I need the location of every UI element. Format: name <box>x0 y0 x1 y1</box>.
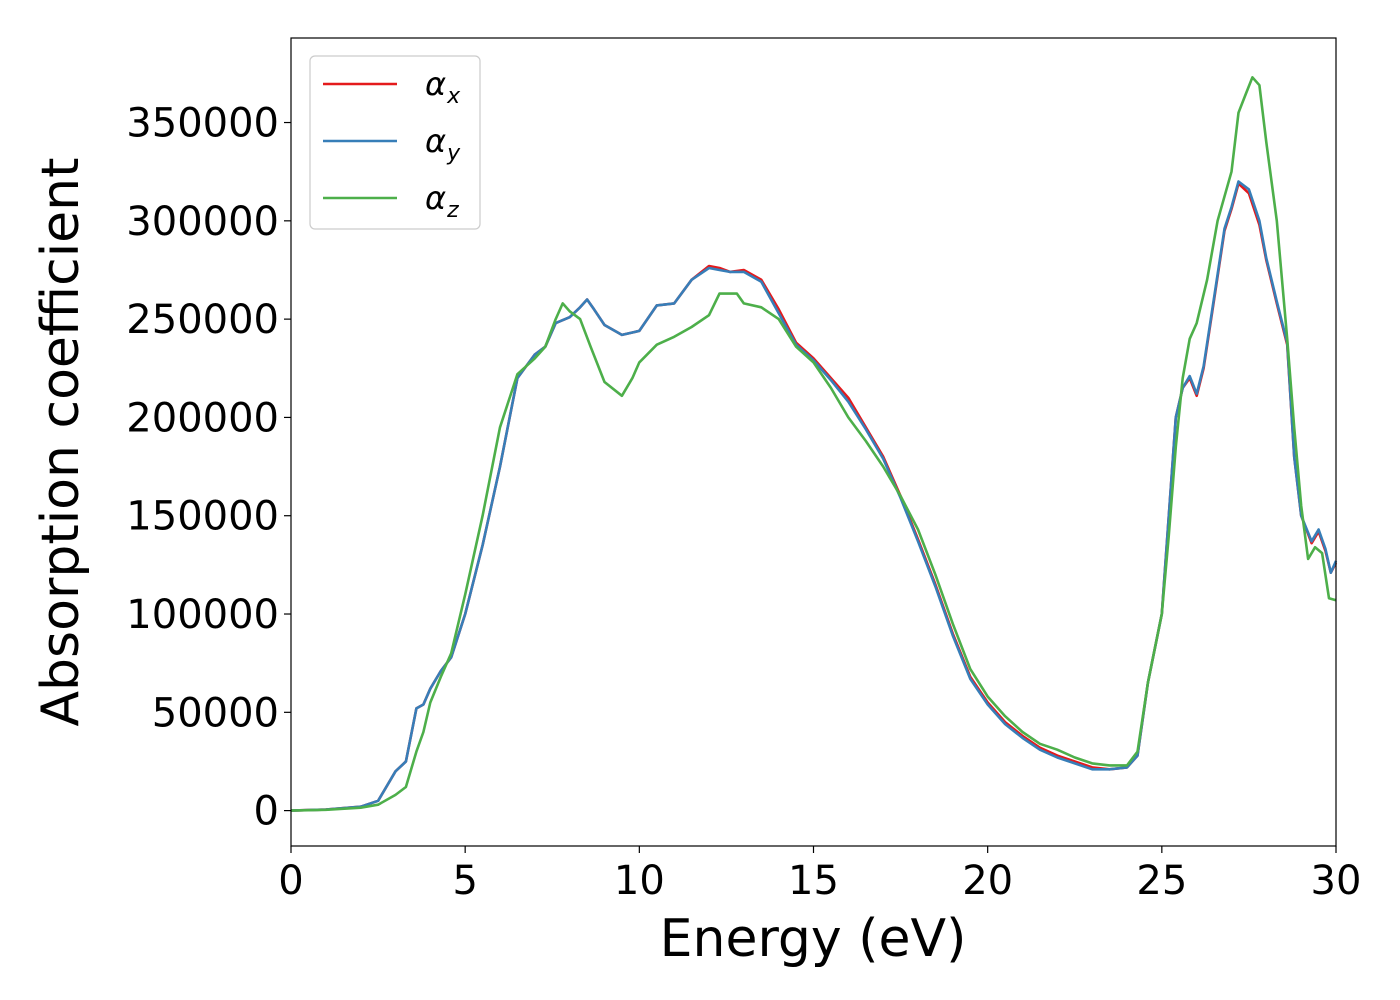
y-tick-label: 200000 <box>126 395 279 441</box>
x-tick-label: 20 <box>962 858 1013 904</box>
y-tick-label: 300000 <box>126 199 279 245</box>
x-tick-label: 0 <box>278 858 303 904</box>
series-layer <box>290 76 1338 812</box>
x-tick-label: 5 <box>452 858 477 904</box>
legend: αx αy αz <box>309 55 481 230</box>
y-tick-label: 50000 <box>152 690 279 736</box>
y-tick-label: 250000 <box>126 297 279 343</box>
y-axis-label: Absorption coefficient <box>31 157 91 726</box>
y-tick-label: 0 <box>254 789 279 835</box>
y-tick-label: 150000 <box>126 494 279 540</box>
legend-label-x: αx <box>425 65 461 109</box>
x-tick-label: 10 <box>614 858 665 904</box>
legend-label-y: αy <box>425 122 461 166</box>
ticks-layer: 0 5 10 15 20 25 30 0 50000 100000 150000 200000 2500… <box>126 101 1361 904</box>
legend-box <box>309 55 481 230</box>
series-line-y <box>290 180 1338 812</box>
legend-label-z: αz <box>425 179 459 223</box>
series-line-x <box>290 182 1338 812</box>
series-line-z <box>290 76 1337 812</box>
y-tick-label: 100000 <box>126 592 279 638</box>
x-tick-label: 30 <box>1311 858 1362 904</box>
x-tick-label: 15 <box>788 858 839 904</box>
x-axis-label: Energy (eV) <box>660 909 967 969</box>
x-tick-label: 25 <box>1136 858 1187 904</box>
y-tick-label: 350000 <box>126 101 279 147</box>
